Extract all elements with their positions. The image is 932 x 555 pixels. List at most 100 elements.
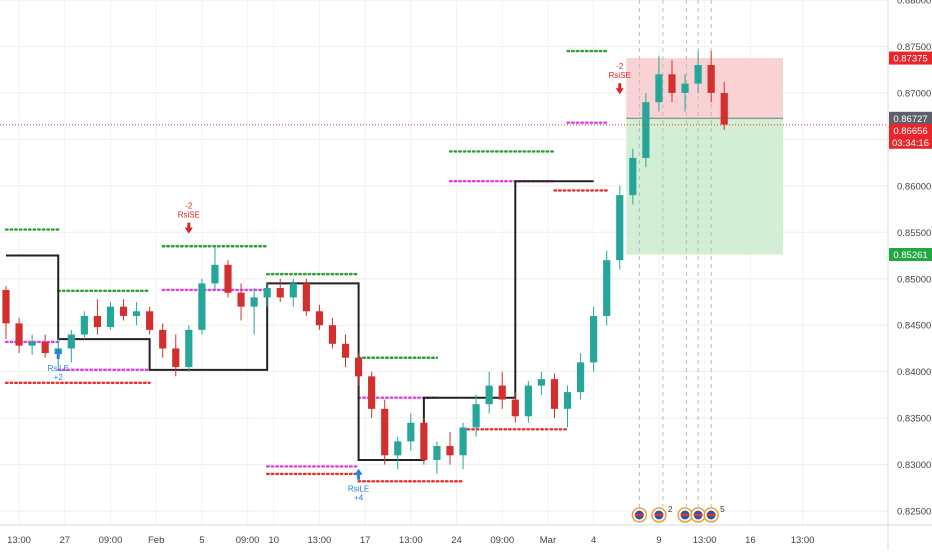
candle [341, 334, 350, 368]
candle-body [642, 102, 650, 158]
candle [681, 74, 689, 112]
candle [707, 51, 715, 103]
x-tick-label: 17 [360, 535, 371, 546]
x-tick-label: 13:00 [308, 535, 332, 546]
candle [146, 306, 154, 335]
candle-body [616, 195, 624, 261]
signal-label: +4 [354, 494, 364, 503]
candle [354, 353, 363, 386]
event-badge[interactable] [677, 507, 693, 523]
y-tick-label: 0.85000 [897, 274, 931, 285]
signal-long: RsiLE+2 [48, 347, 69, 382]
candle [211, 246, 219, 290]
flag-stripe [693, 514, 703, 516]
candle [15, 317, 23, 354]
y-tick-label: 0.87000 [897, 88, 931, 99]
x-tick-label: 09:00 [490, 535, 514, 546]
candle [172, 334, 180, 377]
price-tag-label: 03:34:16 [892, 138, 929, 149]
candle-body [668, 74, 676, 93]
y-tick-label: 0.85500 [897, 228, 931, 239]
candle [603, 250, 611, 326]
candle [368, 371, 376, 419]
candle-body [407, 422, 415, 442]
price-tag: 0.87375 [889, 51, 932, 65]
candle-body [119, 306, 128, 316]
candle [381, 399, 389, 465]
price-tag-bg [889, 51, 932, 65]
candle-body [459, 427, 467, 456]
candle-body [681, 83, 689, 93]
x-tick-label: 5 [199, 535, 204, 546]
candle [119, 299, 128, 321]
candle [93, 299, 102, 335]
candle-body [720, 92, 728, 125]
long-arrow [54, 347, 63, 359]
candle-body [315, 311, 324, 326]
x-tick-label: 9 [656, 535, 661, 546]
event-badge-count: 2 [668, 505, 673, 514]
candle [237, 283, 245, 321]
candle [655, 55, 663, 112]
candle-body [159, 329, 167, 349]
candle [694, 51, 702, 93]
candle-body [394, 441, 402, 456]
candle-body [276, 288, 284, 298]
price-tag-label: 0.86656 [893, 126, 927, 137]
flag-stripe [634, 514, 644, 516]
candle-body [15, 323, 23, 346]
signal-long: RsiLE+4 [348, 468, 369, 503]
flag-stripe [654, 514, 664, 516]
candle [198, 278, 206, 335]
candle-body [694, 65, 702, 84]
candle-body [80, 315, 88, 335]
candle [2, 286, 10, 340]
candle-body [498, 385, 506, 400]
candle [407, 413, 415, 451]
candle-body [224, 264, 232, 293]
candle [590, 306, 598, 372]
event-badge[interactable] [631, 507, 648, 523]
candle [576, 353, 585, 400]
candle-body [446, 446, 454, 456]
candle-body [433, 446, 441, 460]
x-tick-label: 16 [745, 535, 756, 546]
candle [80, 311, 88, 340]
candle [302, 278, 310, 316]
candle-body [250, 297, 258, 307]
candle [328, 317, 337, 349]
price-tag-bg [889, 111, 932, 125]
take-profit-zone [626, 118, 783, 255]
grid-lines [0, 0, 888, 525]
long-arrow [354, 468, 363, 480]
candle [263, 283, 271, 307]
event-badge[interactable]: 2 [651, 505, 673, 523]
candle-body [420, 422, 428, 460]
event-badge[interactable]: 5 [703, 505, 725, 523]
x-tick-label: 10 [268, 535, 279, 546]
candle [524, 380, 532, 423]
candle [720, 81, 728, 131]
candle [315, 304, 324, 330]
candle-body [263, 288, 271, 298]
candle [446, 432, 454, 465]
candle-body [381, 408, 389, 456]
price-tag: 0.85261 [889, 248, 932, 262]
flag-stripe [706, 514, 716, 516]
event-badge[interactable] [690, 507, 706, 523]
candle-body [198, 283, 206, 330]
candle [394, 436, 402, 470]
signal-label: RsiLE [48, 364, 69, 373]
candle [433, 441, 441, 474]
candle [28, 334, 36, 355]
short-arrow [615, 83, 624, 95]
x-tick-label: 13:00 [399, 535, 423, 546]
candle [511, 392, 519, 423]
candle-body [341, 343, 350, 358]
candle [485, 371, 493, 414]
x-tick-label: 09:00 [236, 535, 260, 546]
x-tick-label: 09:00 [99, 535, 123, 546]
